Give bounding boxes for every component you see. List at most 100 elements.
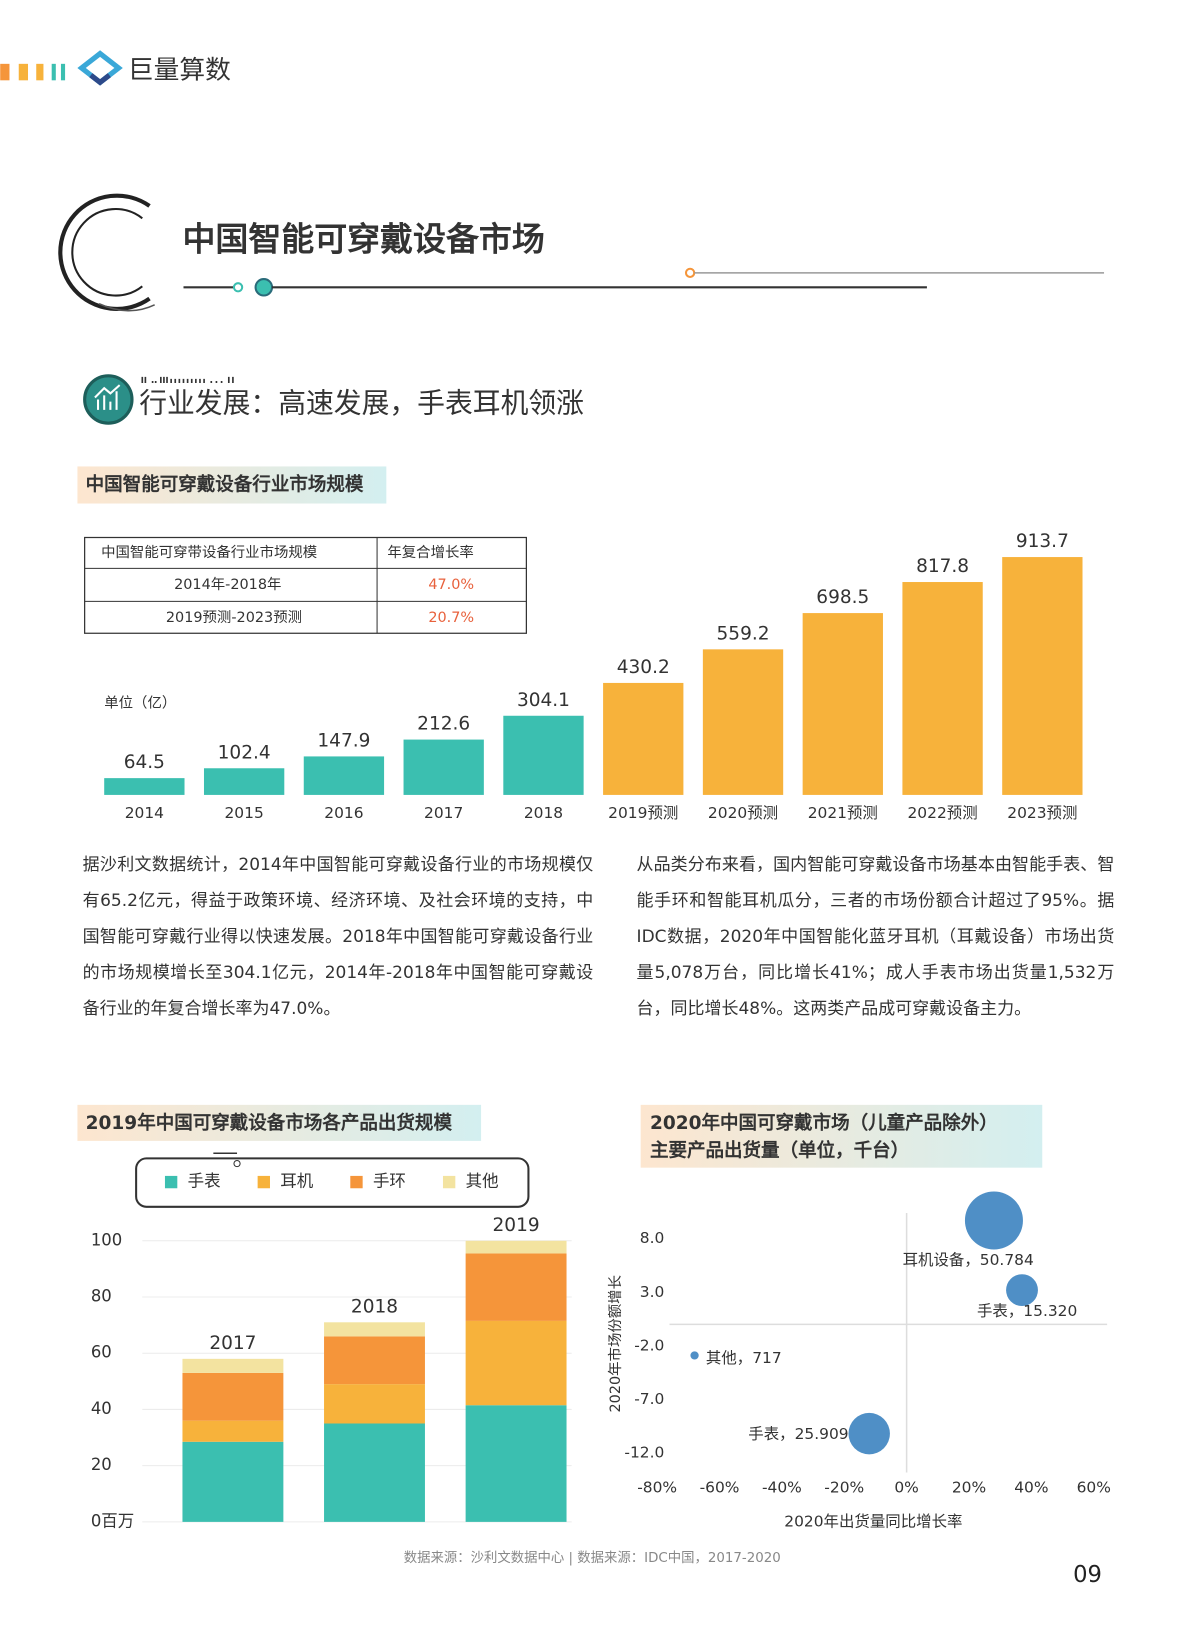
x-tick-label: 40% [1014, 1478, 1048, 1496]
y-tick-label: -2.0 [634, 1336, 664, 1354]
value-label: 913.7 [1016, 531, 1069, 552]
brand: 巨量算数 [128, 56, 231, 86]
bubble [848, 1412, 890, 1455]
x-tick-label: 2016 [324, 804, 363, 822]
bar-segment [182, 1372, 284, 1421]
category-label: 2017 [209, 1333, 256, 1354]
bubble [690, 1351, 699, 1360]
x-tick-label: 2022预测 [907, 804, 977, 822]
header-bar [36, 63, 44, 81]
bubble-label: 其他，717 [706, 1349, 782, 1367]
x-tick-label: 60% [1077, 1478, 1111, 1496]
unit-label: 单位（亿） [104, 694, 176, 711]
bar [802, 613, 883, 795]
bar [503, 715, 584, 795]
bar-segment [324, 1322, 425, 1337]
y-tick-label: 8.0 [640, 1229, 665, 1247]
table-cell: 47.0% [428, 577, 474, 593]
page-number: 09 [1073, 1562, 1102, 1588]
legend-label: 耳机 [280, 1172, 313, 1191]
x-tick-label: 2023预测 [1007, 804, 1077, 822]
bar-segment [182, 1420, 284, 1442]
bar-segment [465, 1253, 567, 1321]
x-axis-title: 2020年出货量同比增长率 [784, 1512, 962, 1530]
bar [702, 649, 784, 795]
bubble-label: 耳机设备，50.784 [903, 1251, 1034, 1269]
legend-swatch [257, 1175, 270, 1189]
bar-segment [324, 1423, 425, 1522]
value-label: 817.8 [916, 556, 969, 577]
y-tick-label: -7.0 [634, 1390, 664, 1408]
legend-label: 手表 [188, 1172, 221, 1191]
bubble [964, 1191, 1023, 1250]
value-label: 147.9 [317, 730, 370, 751]
subsection-icon [94, 384, 121, 410]
value-label: 304.1 [517, 690, 570, 711]
paragraph: 从品类分布来看，国内智能可穿戴设备市场基本由智能手表、智能手环和智能耳机瓜分，三… [636, 854, 1115, 1019]
paragraph-box: 据沙利文数据统计，2014年中国智能可穿戴设备行业的市场规模仅有65.2亿元，得… [82, 854, 594, 1019]
x-tick-label: 2014 [125, 804, 164, 822]
y-tick-label: -12.0 [624, 1443, 664, 1461]
value-label: 212.6 [417, 714, 470, 735]
rule-dot [684, 267, 696, 279]
y-tick-label: 60 [91, 1343, 112, 1362]
bar [303, 756, 385, 795]
subsection-title: 行业发展：高速发展，手表耳机领涨 [139, 387, 584, 420]
header-bar [60, 63, 66, 81]
chart-subtitle: 主要产品出货量（单位，千台） [650, 1140, 909, 1162]
decoration [233, 1159, 241, 1168]
value-label: 430.2 [617, 657, 670, 678]
logo [77, 50, 123, 86]
table: 中国智能可穿带设备行业市场规模 年复合增长率 2014年-2018年 47.0%… [84, 536, 527, 634]
header-bar [0, 63, 10, 81]
bubble-label: 手表，15.320 [977, 1302, 1077, 1320]
legend-label: 手环 [373, 1172, 406, 1191]
section-letter [58, 193, 151, 311]
y-tick-label: 3.0 [640, 1283, 665, 1301]
value-label: 698.5 [816, 587, 869, 608]
legend-swatch [442, 1175, 456, 1189]
x-tick-label: 2018 [524, 804, 563, 822]
header: 巨量算数 [0, 50, 231, 86]
bubble [1006, 1274, 1038, 1307]
x-tick-label: 20% [952, 1478, 986, 1496]
bar-segment [182, 1441, 284, 1522]
x-tick-label: 2015 [224, 804, 263, 822]
legend-swatch [164, 1175, 178, 1189]
legend-frame [135, 1157, 530, 1208]
decoration [141, 376, 234, 384]
paragraph: 据沙利文数据统计，2014年中国智能可穿戴设备行业的市场规模仅有65.2亿元，得… [82, 854, 594, 1019]
table-cell: 2014年-2018年 [174, 576, 281, 593]
subsection-icon [83, 374, 134, 425]
title-highlight [640, 1104, 1043, 1168]
bar [203, 768, 285, 795]
y-tick-label: 100 [91, 1230, 122, 1249]
bubble-label: 手表，25.909 [748, 1425, 848, 1443]
y-axis-title: 2020年市场份额增长 [607, 1275, 624, 1413]
chart-title: 2019年中国可穿戴设备市场各产品出货规模 [86, 1112, 453, 1134]
title-highlight [77, 466, 387, 504]
bar [403, 739, 484, 795]
paragraph-box: 从品类分布来看，国内智能可穿戴设备市场基本由智能手表、智能手环和智能耳机瓜分，三… [636, 854, 1115, 1019]
x-tick-label: 2021预测 [808, 804, 878, 822]
chart-title: 中国智能可穿戴设备行业市场规模 [86, 473, 364, 495]
section-title: 中国智能可穿戴设备市场 [182, 219, 544, 258]
table-cell: 2019预测-2023预测 [166, 609, 302, 626]
category-label: 2019 [493, 1215, 540, 1236]
x-tick-label: -60% [700, 1478, 740, 1496]
header-bar [51, 63, 56, 81]
table-cell: 20.7% [428, 610, 474, 626]
y-tick-label: 80 [91, 1286, 112, 1305]
legend-swatch [350, 1175, 363, 1189]
section-letter [98, 303, 155, 312]
y-tick-label: 20 [91, 1455, 112, 1474]
x-tick-label: -40% [762, 1478, 802, 1496]
subsection-heading: 行业发展：高速发展，手表耳机领涨 [83, 374, 584, 425]
y-tick-label: 0百万 [91, 1511, 134, 1530]
table-header: 年复合增长率 [387, 543, 473, 561]
bar [902, 582, 983, 795]
chart-title: 2020年中国可穿戴市场（儿童产品除外） [650, 1112, 998, 1134]
bar [603, 682, 684, 795]
